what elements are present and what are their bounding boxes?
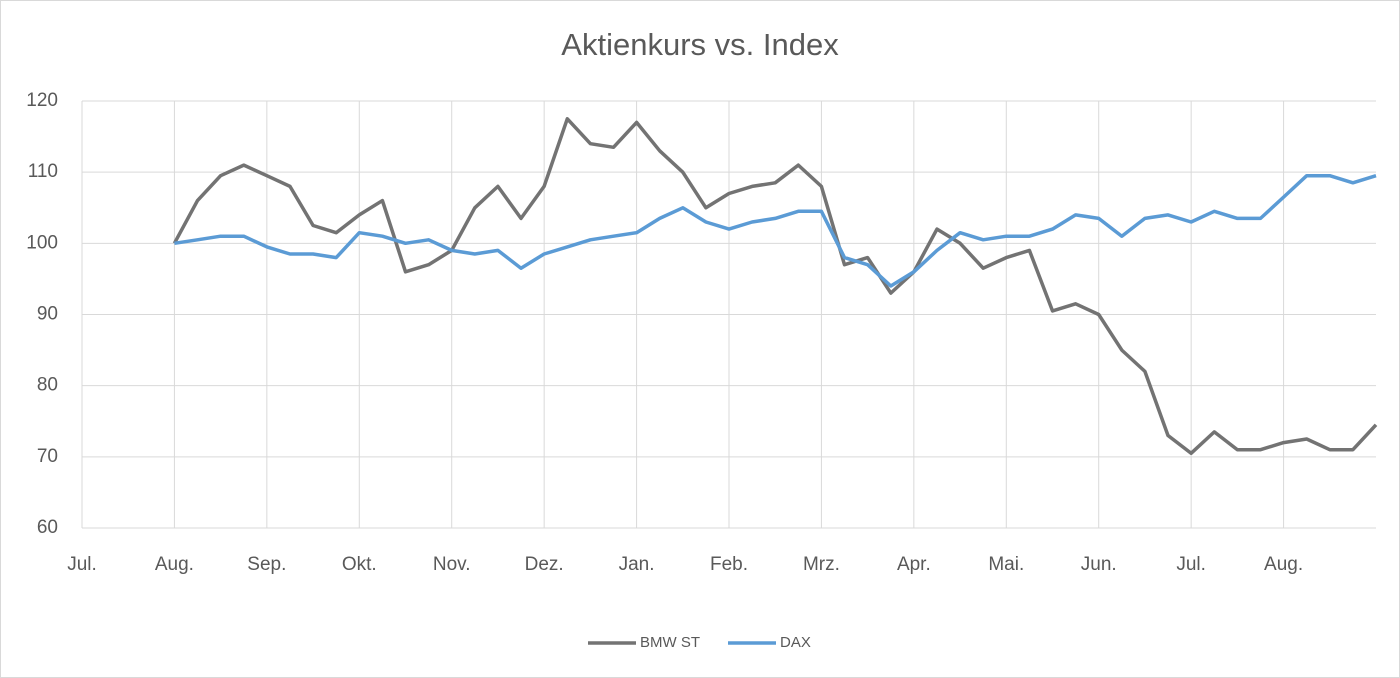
- x-tick-label: Jan.: [619, 554, 655, 575]
- y-tick-label: 80: [37, 375, 58, 396]
- line-series: [174, 173, 1377, 288]
- x-tick-label: Feb.: [710, 554, 748, 575]
- x-tick-label: Dez.: [525, 554, 564, 575]
- x-tick-label: Jun.: [1081, 554, 1117, 575]
- y-tick-label: 70: [37, 446, 58, 467]
- x-tick-label: Jul.: [67, 554, 97, 575]
- x-tick-label: Mrz.: [803, 554, 840, 575]
- x-tick-label: Okt.: [342, 554, 377, 575]
- x-tick-label: Jul.: [1176, 554, 1206, 575]
- x-tick-label: Nov.: [433, 554, 471, 575]
- y-tick-label: 90: [37, 304, 58, 325]
- y-tick-label: 110: [28, 161, 58, 182]
- x-tick-label: Sep.: [247, 554, 286, 575]
- y-tick-label: 60: [37, 517, 58, 538]
- x-tick-label: Aug.: [1264, 554, 1303, 575]
- legend-label: DAX: [780, 634, 811, 651]
- x-tick-label: Aug.: [155, 554, 194, 575]
- legend-label: BMW ST: [640, 634, 700, 651]
- y-tick-label: 120: [26, 90, 58, 111]
- chart-title: Aktienkurs vs. Index: [561, 27, 839, 62]
- line-series: [172, 117, 1378, 456]
- y-tick-label: 100: [26, 232, 58, 253]
- x-tick-label: Mai.: [988, 554, 1024, 575]
- x-tick-label: Apr.: [897, 554, 931, 575]
